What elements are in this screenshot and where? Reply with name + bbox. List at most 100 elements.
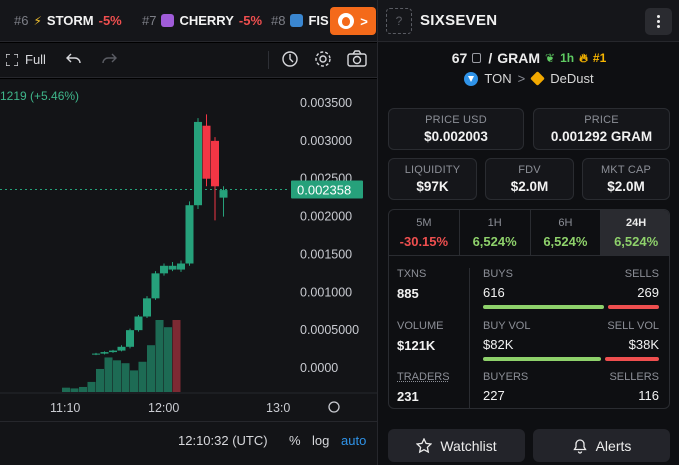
y-axis-tick-label: 0.003000 [300,134,352,148]
cherry-icon [161,14,175,27]
redo-icon [102,53,117,64]
volume-bar [70,388,79,392]
log-scale-toggle[interactable]: log [312,433,330,448]
token-name: SIXSEVEN [420,12,498,29]
tab-5m[interactable]: 5M -30.15% [389,210,460,255]
star-icon [416,437,433,453]
chart-status-bar: 12:10:32 (UTC) % log auto [0,423,377,465]
candle-body [143,298,151,317]
fish-icon [290,14,304,27]
replay-button[interactable] [281,50,299,68]
volume-bar [130,370,138,392]
candle-body [117,346,126,351]
trending-ticker: #6 ⚡ STORM -5% #7 CHERRY -5% #8 FIS > [0,0,377,42]
volume-bar [172,320,181,392]
candle-body [134,316,143,331]
traders-stat: TRADERS 231 [397,371,450,404]
flame-icon: 🔥︎ [579,50,588,65]
txns-stat: TXNS 885 [397,268,427,301]
axis-settings-icon [328,401,340,413]
candle-body [126,330,134,347]
panel-header: ? SIXSEVEN [378,0,679,42]
volume-bar [62,387,70,392]
watchlist-button[interactable]: Watchlist [388,429,525,462]
fullscreen-icon [6,53,18,66]
stats-box: 5M -30.15% 1H 6,524% 6H 6,524% 24H 6,524… [388,209,670,409]
candle-body [194,121,202,206]
market-cap-card: MKT CAP $2.0M [582,158,670,200]
replay-icon [282,51,298,67]
price-native-card: PRICE 0.001292 GRAM [533,108,670,150]
screenshot-button[interactable] [347,50,367,67]
ticker-item-cherry[interactable]: #7 CHERRY -5% [142,13,263,28]
pair-number: 67 [451,50,468,66]
stats-divider [469,268,470,408]
price-usd-card: PRICE USD $0.002003 [388,108,524,150]
bolt-icon: ⚡ [33,13,42,28]
volume-bar [113,360,121,392]
x-axis-tick-label: 11:10 [50,401,80,415]
chain-name[interactable]: TON [484,71,512,86]
y-axis-tick-label: 0.003500 [300,96,352,110]
y-axis-tick-label: 0.0000 [300,361,338,375]
fdv-card: FDV $2.0M [485,158,574,200]
price-chart[interactable]: 0.003500 0.003000 0.002500 0.002000 0.001500… [0,79,377,423]
ticker-item-fis[interactable]: #8 FIS [271,13,329,28]
ton-icon [464,71,479,86]
volume-bar [79,386,87,392]
tab-24h[interactable]: 24H 6,524% [601,210,669,255]
volume-bar [87,381,96,392]
x-axis-tick-label: 12:00 [148,401,179,415]
token-info-panel: ? SIXSEVEN 67 / GRAM ❦ 1h 🔥︎ #1 TON > De… [377,0,679,465]
candle-body [100,352,109,354]
trending-rank: #1 [592,51,607,65]
copy-icon[interactable] [472,53,482,63]
dedust-icon [530,71,546,86]
volume-stat: VOLUME $121K [397,320,444,353]
more-menu-button[interactable] [645,8,672,35]
candle-body [168,265,177,270]
candle-body [219,190,228,198]
alerts-button[interactable]: Alerts [533,429,670,462]
volume-bar [121,363,130,392]
undo-button[interactable] [66,52,82,66]
candle-body [151,273,160,299]
volume-bar [164,327,172,392]
bell-icon [572,438,587,454]
tab-1h[interactable]: 1H 6,524% [460,210,531,255]
current-price-label: 0.002358 [297,182,351,197]
tab-6h[interactable]: 6H 6,524% [531,210,602,255]
redo-button[interactable] [101,52,117,66]
volume-bar [96,368,104,392]
toolbar-divider [268,51,269,69]
candle-body [160,265,168,274]
gear-icon [315,51,331,67]
sprout-icon: ❦ [545,51,556,65]
hot-pairs-button[interactable]: > [330,7,376,35]
buyers-sellers-stat: BUYERS SELLERS 227 116 [483,371,659,408]
y-axis-tick-label: 0.001500 [300,247,352,261]
dex-name[interactable]: DeDust [550,71,594,86]
auto-scale-toggle[interactable]: auto [341,433,367,448]
candle-body [92,353,100,355]
percent-scale-toggle[interactable]: % [289,433,301,448]
volume-bar [155,320,164,392]
kebab-dot-icon [657,15,660,18]
candlestick-chart[interactable]: 0.0035000.0030000.0025000.0020000.001500… [0,79,377,423]
x-axis-tick-label: 13:0 [266,401,290,415]
candle-body [211,140,219,187]
current-price-badge [291,180,363,199]
ticker-item-storm[interactable]: #6 ⚡ STORM -5% [14,13,122,28]
volume-bar [147,345,155,392]
undo-icon [66,53,81,64]
chain-dex-row: TON > DeDust [378,71,679,86]
volume-bar [138,361,147,392]
fullscreen-button[interactable]: Full [6,52,46,67]
candle-body [202,125,211,179]
settings-button[interactable] [314,50,332,68]
candle-body [177,263,185,270]
token-logo-placeholder: ? [386,8,412,34]
y-axis-tick-label: 0.002000 [300,210,352,224]
candle-body [185,205,194,264]
buys-sells-bar [483,305,659,309]
